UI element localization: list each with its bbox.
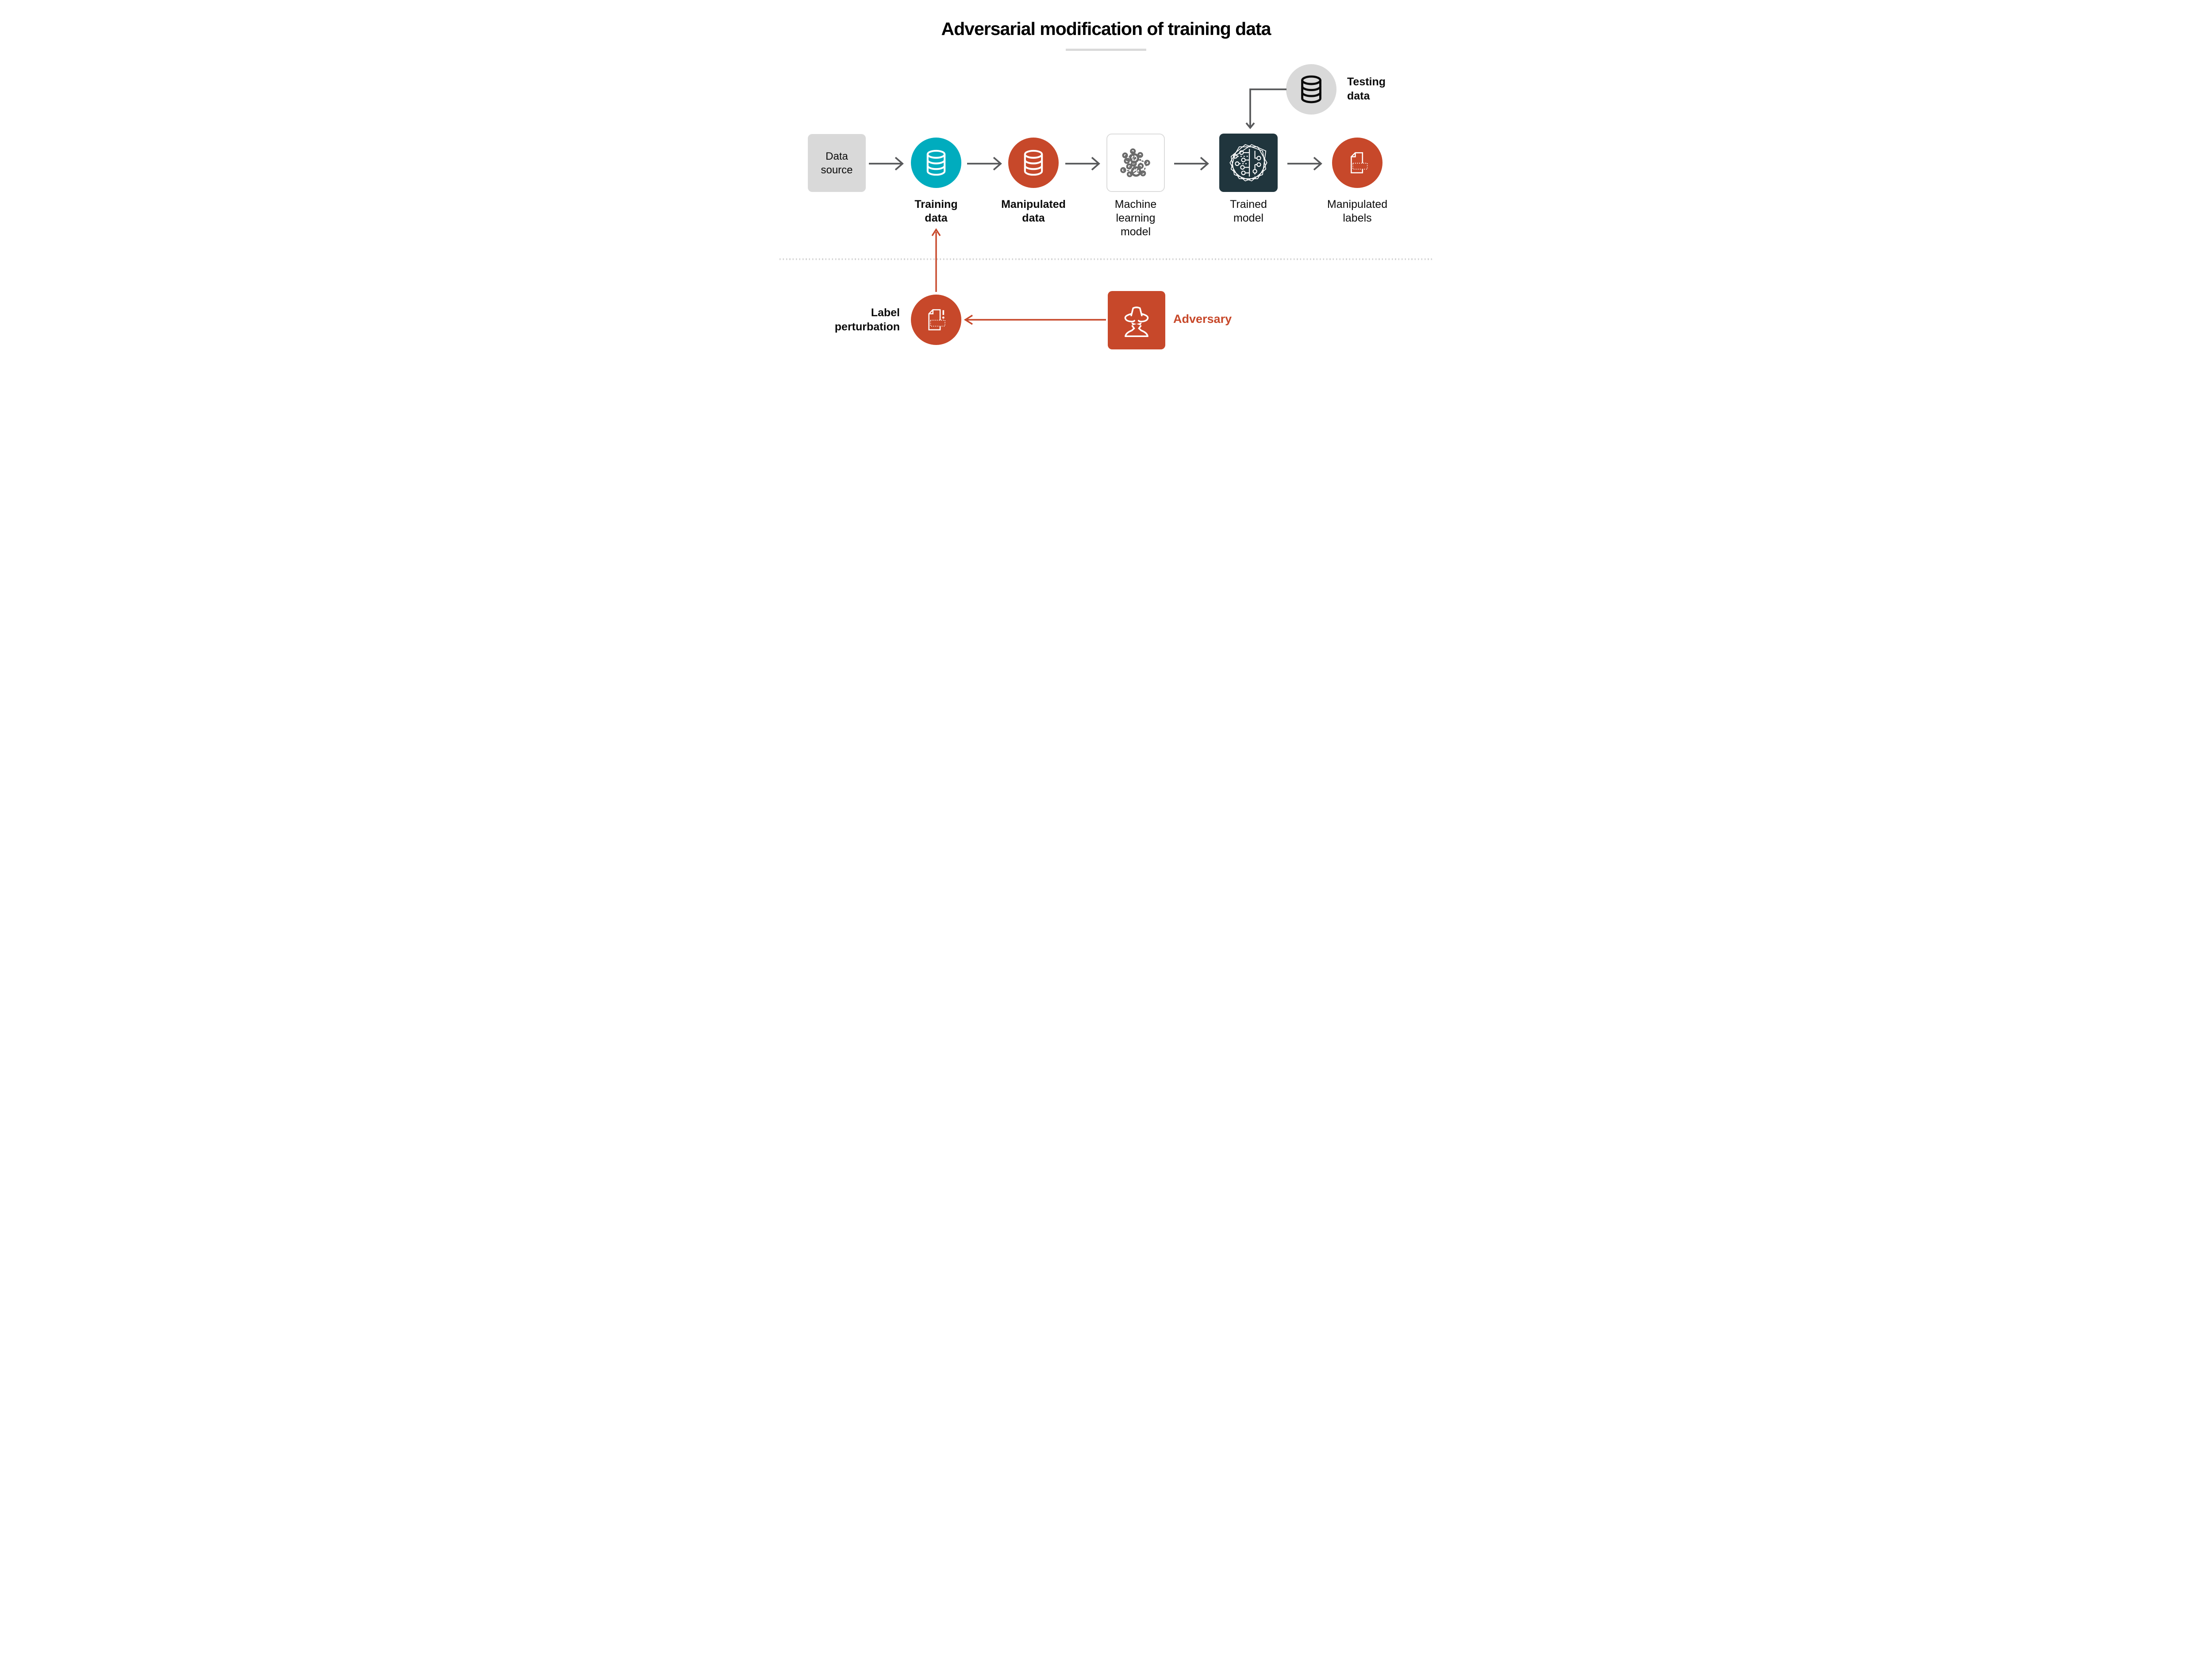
arrow-data-source-to-training xyxy=(869,157,904,171)
testing-data-label: Testing data xyxy=(1347,76,1386,102)
arrow-perturbation-to-training xyxy=(931,228,941,292)
database-icon xyxy=(1024,149,1043,176)
ml-model-label: Machine learning model xyxy=(1114,198,1157,238)
trained-model-label: Trained model xyxy=(1230,198,1267,224)
document-label-icon xyxy=(1351,152,1368,173)
diagram-canvas: Adversarial modification of training dat… xyxy=(759,0,1453,390)
label-perturbation-node xyxy=(911,295,961,345)
data-source-label: Data source xyxy=(821,150,853,176)
arrow-manipulated-to-ml xyxy=(1065,157,1100,171)
manipulated-data-node xyxy=(1008,138,1059,188)
ml-model-node xyxy=(1106,134,1165,192)
arrow-testing-to-trained xyxy=(1245,88,1286,130)
adversary-label: Adversary xyxy=(1173,312,1232,326)
testing-data-node xyxy=(1286,64,1336,115)
data-source-node: Data source xyxy=(808,134,866,192)
arrow-adversary-to-perturbation xyxy=(964,314,1106,325)
title-underline xyxy=(1066,49,1146,51)
manipulated-labels-node xyxy=(1332,138,1382,188)
document-alert-icon xyxy=(928,309,945,330)
label-perturbation-label: Label perturbation xyxy=(834,307,900,333)
circuit-brain-icon xyxy=(1229,144,1267,182)
manipulated-labels-label: Manipulated labels xyxy=(1327,198,1388,224)
database-icon xyxy=(1301,75,1321,103)
arrow-trained-to-labels xyxy=(1287,157,1322,171)
spy-icon xyxy=(1124,307,1149,337)
manipulated-data-label: Manipulated data xyxy=(1001,198,1066,224)
page-title: Adversarial modification of training dat… xyxy=(941,19,1271,39)
database-icon xyxy=(926,149,946,176)
adversary-node xyxy=(1108,291,1165,349)
arrow-training-to-manipulated xyxy=(967,157,1002,171)
training-data-node xyxy=(911,138,961,188)
training-data-label: Training data xyxy=(914,198,958,224)
trained-model-node xyxy=(1219,134,1278,192)
dotted-separator xyxy=(780,258,1432,260)
network-icon xyxy=(1120,148,1150,177)
arrow-ml-to-trained xyxy=(1174,157,1209,171)
